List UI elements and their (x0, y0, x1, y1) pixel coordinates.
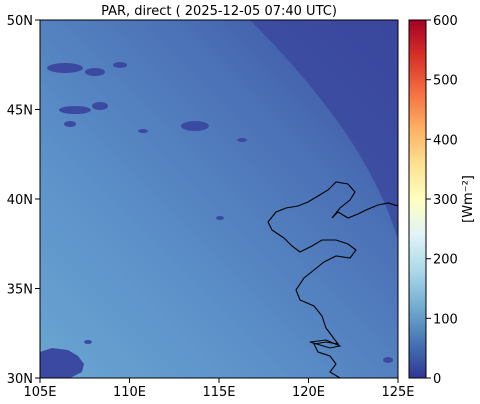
coastline (267, 181, 398, 378)
cloud-patches (40, 62, 393, 378)
colorbar-tick: 200 (426, 253, 458, 268)
colorbar-tick: 100 (426, 312, 458, 327)
x-tick: 115E (202, 378, 236, 400)
colorbar-tick: 300 (426, 193, 458, 208)
x-tick: 125E (381, 378, 415, 400)
colorbar-tick-label: 0 (433, 372, 441, 387)
x-tick-label: 110E (113, 385, 146, 400)
low-par-region (250, 20, 398, 240)
x-tick: 110E (113, 378, 146, 400)
colorbar-tick-label: 600 (433, 14, 458, 29)
colorbar-tick: 500 (426, 74, 458, 89)
map-panel (40, 20, 398, 378)
colorbar-tick-label: 100 (433, 312, 458, 327)
y-tick: 40N (7, 193, 40, 208)
y-tick-label: 35N (7, 283, 33, 298)
x-tick-label: 115E (202, 385, 235, 400)
x-tick-label: 105E (23, 385, 56, 400)
y-tick: 50N (7, 14, 40, 29)
colorbar-tick-label: 500 (433, 74, 458, 89)
y-tick: 45N (7, 104, 40, 119)
colorbar-tick-label: 400 (433, 133, 458, 148)
y-tick-label: 45N (7, 104, 33, 119)
map-title: PAR, direct ( 2025-12-05 07:40 UTC) (101, 4, 337, 19)
y-tick: 30N (7, 372, 40, 387)
x-tick: 120E (292, 378, 325, 400)
y-tick-label: 40N (7, 193, 33, 208)
colorbar-tick-label: 200 (433, 253, 458, 268)
coastline-island (309, 339, 342, 349)
x-tick-label: 120E (292, 385, 325, 400)
x-tick: 105E (23, 378, 57, 400)
colorbar-tick: 400 (426, 133, 458, 148)
colorbar-label: [Wm⁻²] (461, 175, 476, 223)
y-axis: 30N 35N 40N 45N 50N (7, 14, 40, 387)
colorbar-tick-label: 300 (433, 193, 458, 208)
x-tick-label: 125E (381, 385, 414, 400)
y-tick-label: 30N (7, 372, 33, 387)
colorbar-tick: 0 (426, 372, 441, 387)
colorbar-bar (408, 19, 427, 379)
y-tick: 35N (7, 283, 40, 298)
colorbar: 0 100 200 300 400 500 600 [Wm⁻²] (408, 14, 476, 387)
y-tick-label: 50N (7, 14, 33, 29)
colorbar-tick: 600 (426, 14, 458, 29)
x-axis: 105E 110E 115E 120E 125E (23, 378, 415, 400)
